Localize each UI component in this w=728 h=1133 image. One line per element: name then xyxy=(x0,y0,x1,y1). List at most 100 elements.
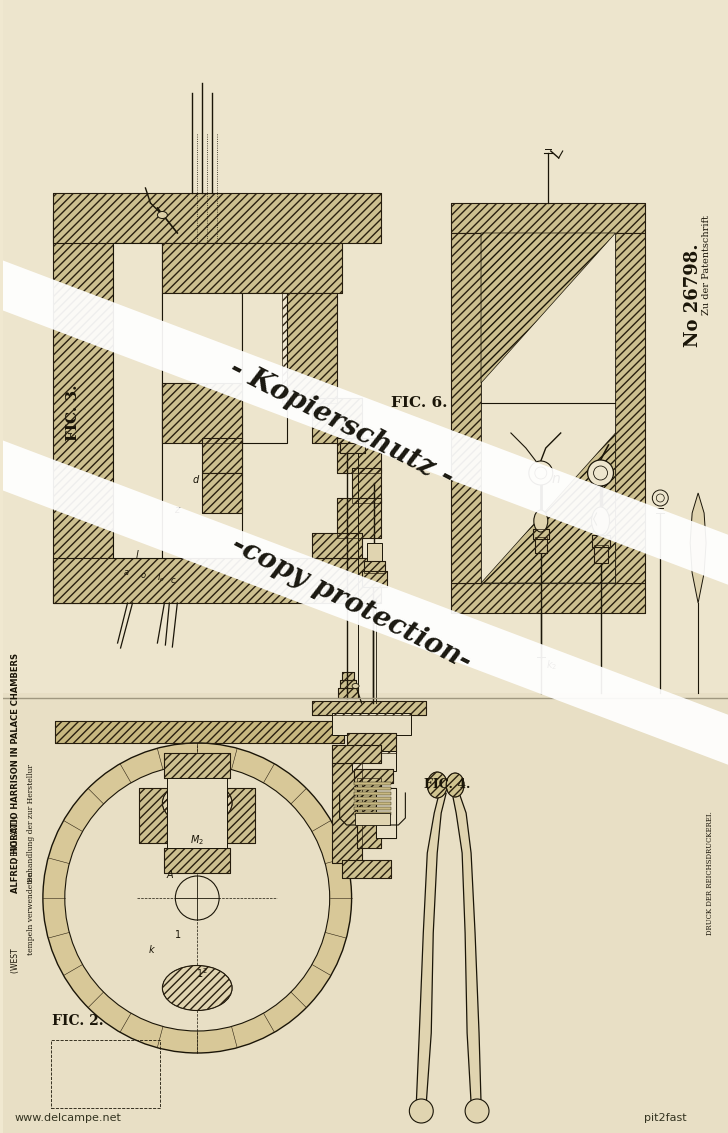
Bar xyxy=(451,203,645,233)
Bar xyxy=(357,778,381,847)
Bar xyxy=(162,383,242,443)
Text: Behandlung der zur Herstellur: Behandlung der zur Herstellur xyxy=(27,764,35,881)
Text: pit2fast: pit2fast xyxy=(644,1113,687,1123)
Bar xyxy=(354,796,392,800)
Bar xyxy=(366,543,382,563)
Text: $k_2$: $k_2$ xyxy=(546,658,557,672)
Text: $a$: $a$ xyxy=(122,568,129,577)
Bar xyxy=(376,787,397,838)
Bar xyxy=(354,811,392,815)
Bar xyxy=(533,529,549,539)
Bar xyxy=(167,778,227,847)
Bar xyxy=(535,537,547,553)
Bar xyxy=(51,1040,160,1108)
Bar xyxy=(53,557,381,603)
Ellipse shape xyxy=(592,506,609,535)
Text: DRUCK DER REICHSDRUCKEREI.: DRUCK DER REICHSDRUCKEREI. xyxy=(706,811,714,935)
Bar xyxy=(362,571,387,587)
Bar xyxy=(202,472,242,513)
Bar xyxy=(363,561,385,573)
Bar xyxy=(3,693,728,1133)
Circle shape xyxy=(587,460,614,486)
Ellipse shape xyxy=(534,510,547,533)
Bar xyxy=(55,721,344,743)
Bar xyxy=(140,787,167,843)
Polygon shape xyxy=(452,793,481,1104)
Text: $z$: $z$ xyxy=(174,505,182,516)
Text: Zu der Patentschrift: Zu der Patentschrift xyxy=(702,215,711,315)
Polygon shape xyxy=(481,433,615,583)
Circle shape xyxy=(652,489,668,506)
Bar xyxy=(336,499,381,538)
Bar xyxy=(3,0,728,693)
Text: -copy protection-: -copy protection- xyxy=(227,530,476,675)
Ellipse shape xyxy=(427,772,447,798)
Circle shape xyxy=(529,461,553,485)
Circle shape xyxy=(43,743,352,1053)
Bar xyxy=(340,680,355,688)
Bar xyxy=(165,847,230,874)
Bar xyxy=(451,583,645,613)
Circle shape xyxy=(65,765,330,1031)
Bar xyxy=(347,733,397,753)
Text: $d$: $d$ xyxy=(192,472,200,485)
Ellipse shape xyxy=(157,212,167,219)
Bar xyxy=(162,242,341,293)
Bar xyxy=(312,398,362,443)
Text: $k$: $k$ xyxy=(149,943,157,955)
Bar xyxy=(354,807,392,810)
Bar xyxy=(451,233,481,583)
Text: (WEST                                     , ENGLAND).: (WEST , ENGLAND). xyxy=(10,812,20,973)
Bar xyxy=(354,769,393,783)
Bar xyxy=(165,847,230,874)
Bar xyxy=(592,535,609,547)
Bar xyxy=(202,438,242,472)
Bar xyxy=(354,782,392,785)
Bar xyxy=(352,751,397,770)
Text: $l_o$: $l_o$ xyxy=(157,571,165,583)
Bar xyxy=(55,721,344,743)
Bar xyxy=(162,242,341,293)
Text: FIC. 6.: FIC. 6. xyxy=(391,397,448,410)
Text: FIC. 2.: FIC. 2. xyxy=(52,1014,103,1028)
Bar xyxy=(332,746,381,763)
Circle shape xyxy=(175,876,219,920)
Text: $o$: $o$ xyxy=(141,571,147,580)
Bar xyxy=(615,233,645,583)
Bar xyxy=(282,293,336,403)
Bar xyxy=(451,583,645,613)
Bar xyxy=(202,438,242,472)
Bar xyxy=(340,443,365,453)
Bar xyxy=(451,203,645,233)
Bar xyxy=(332,763,362,863)
Bar xyxy=(352,468,381,503)
Text: FIC. 4.: FIC. 4. xyxy=(424,778,470,791)
Bar xyxy=(53,193,381,242)
Bar xyxy=(355,813,390,825)
Bar xyxy=(332,746,381,763)
Bar xyxy=(336,499,381,538)
Bar xyxy=(341,860,392,878)
Bar xyxy=(53,213,113,603)
Ellipse shape xyxy=(446,773,464,796)
Bar xyxy=(347,733,397,753)
Text: tempeln verwendeten: tempeln verwendeten xyxy=(27,871,35,955)
Text: ALFRED HORATIO HARRISON IN PALACE CHAMBERS: ALFRED HORATIO HARRISON IN PALACE CHAMBE… xyxy=(10,653,20,893)
Text: $c$: $c$ xyxy=(170,576,177,585)
Polygon shape xyxy=(481,233,615,383)
Bar xyxy=(332,763,362,863)
Polygon shape xyxy=(416,793,446,1104)
Bar xyxy=(312,701,427,715)
Text: - Kopierschutz -: - Kopierschutz - xyxy=(225,355,458,492)
Bar xyxy=(340,443,365,453)
Bar xyxy=(227,787,255,843)
Bar xyxy=(165,753,230,778)
Bar xyxy=(357,778,381,847)
Bar xyxy=(481,233,615,583)
Bar xyxy=(354,792,392,795)
Bar xyxy=(312,701,427,715)
Bar xyxy=(165,753,230,778)
Text: $l$: $l$ xyxy=(135,548,139,560)
Bar xyxy=(53,557,381,603)
Bar xyxy=(227,787,255,843)
